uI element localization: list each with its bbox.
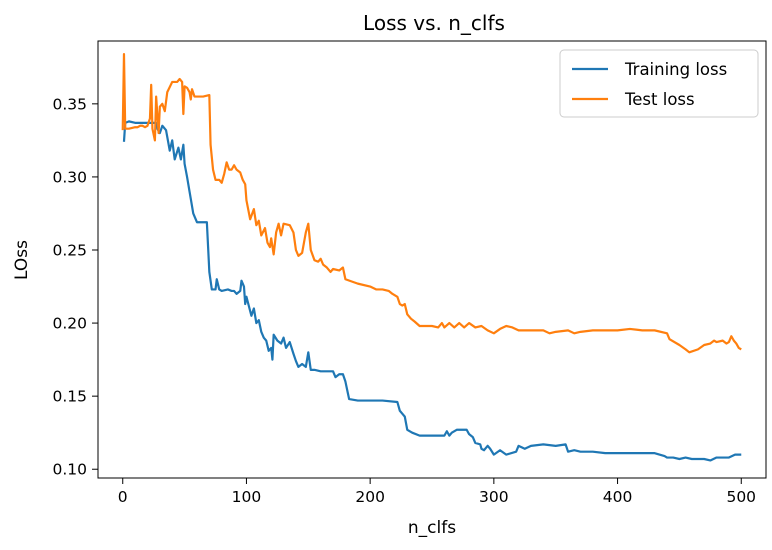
chart-title: Loss vs. n_clfs [363, 11, 505, 35]
y-tick-label: 0.25 [52, 242, 87, 260]
series-line-training-loss [122, 120, 742, 462]
y-axis-label: LOss [12, 240, 32, 280]
y-tick-label: 0.15 [52, 388, 87, 406]
x-tick-label: 400 [603, 488, 633, 506]
x-tick-label: 100 [232, 488, 262, 506]
legend-label-test-loss: Test loss [624, 90, 695, 109]
y-tick-label: 0.35 [52, 95, 87, 113]
legend: Training loss Test loss [559, 49, 759, 118]
legend-label-training-loss: Training loss [624, 60, 727, 79]
x-tick-label: 300 [479, 488, 509, 506]
y-tick-label: 0.10 [52, 461, 87, 479]
legend-box [559, 49, 759, 118]
x-tick-label: 0 [118, 488, 128, 506]
x-tick-label: 200 [355, 488, 385, 506]
y-axis-ticks: 0.10 0.15 0.20 0.25 0.30 0.35 [52, 95, 98, 479]
plot-frame [97, 40, 767, 479]
series-layer [121, 53, 742, 462]
y-tick-label: 0.20 [52, 315, 87, 333]
x-axis-ticks: 0 100 200 300 400 500 [118, 478, 756, 506]
y-tick-label: 0.30 [52, 168, 87, 186]
x-axis-label: n_clfs [408, 518, 456, 538]
series-line-test-loss [121, 53, 742, 354]
x-tick-label: 500 [726, 488, 756, 506]
